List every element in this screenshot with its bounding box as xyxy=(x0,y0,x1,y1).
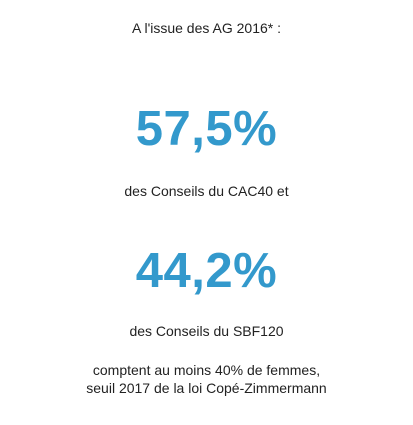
cac40-percentage: 57,5% xyxy=(135,102,278,156)
conclusion-line-2: seuil 2017 de la loi Copé-Zimmermann xyxy=(86,380,327,396)
sbf120-caption: des Conseils du SBF120 xyxy=(129,323,284,339)
conclusion-line-1: comptent au moins 40% de femmes, xyxy=(92,362,321,378)
sbf120-percentage: 44,2% xyxy=(135,244,278,298)
cac40-caption: des Conseils du CAC40 et xyxy=(124,183,289,199)
intro-text: A l'issue des AG 2016* : xyxy=(132,20,281,36)
